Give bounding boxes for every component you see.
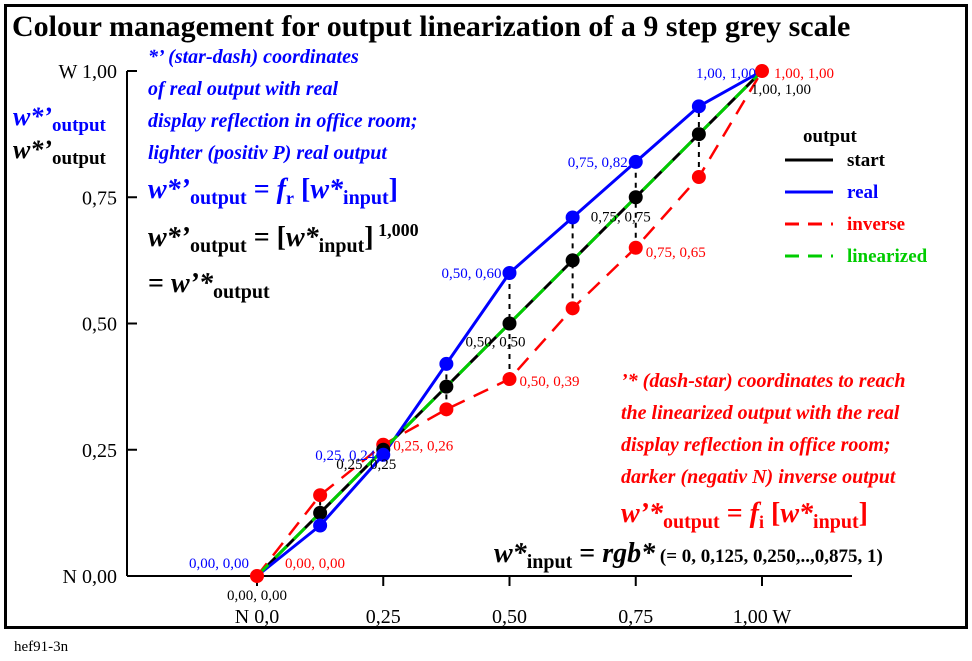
data-point-real: [313, 518, 328, 533]
input-formula: w*input = rgb* (= 0, 0,125, 0,250,..,0,8…: [494, 538, 883, 573]
black-formula-2: = w’*output: [148, 268, 270, 303]
x-tick-label: 1,00 W: [733, 606, 792, 628]
legend: output start real inverse linearized: [785, 126, 928, 267]
point-label-real: 1,00, 1,00: [696, 66, 756, 82]
blue-note-line: lighter (positiv P) real output: [148, 142, 388, 164]
data-point-inverse: [628, 240, 643, 255]
chart-frame: [4, 4, 968, 629]
data-point-inverse: [439, 402, 454, 417]
data-point-start: [502, 316, 517, 331]
y-tick-label: N 0,00: [63, 566, 117, 588]
point-label-real: 0,25, 0,24: [315, 448, 376, 464]
point-label-start: 0,00, 0,00: [227, 588, 287, 604]
y-tick-label: 0,75: [82, 187, 117, 209]
data-point-real: [502, 266, 517, 280]
legend-label-real: real: [847, 182, 878, 203]
tick-labels: N 0,00 N 0,0 0,25 0,25 0,50 0,50 0,75 0,75 W 1,0…: [58, 61, 791, 628]
blue-note-line: display reflection in office room;: [148, 110, 418, 132]
point-label-start: 0,50, 0,50: [466, 335, 526, 351]
y-axis-label-black: w*’output: [13, 135, 107, 169]
red-note-line: display reflection in office room;: [621, 434, 891, 456]
data-point-inverse: [691, 170, 706, 185]
data-point-start: [628, 190, 643, 205]
point-label-start: 0,25, 0,25: [336, 457, 396, 473]
black-formula: w*’output = [w*input] 1,000: [148, 220, 419, 257]
y-axis-label-blue: w*’output: [13, 102, 107, 136]
data-point-inverse: [313, 488, 328, 503]
point-label-real: 0,50, 0,60: [442, 266, 502, 282]
point-label-inverse: 0,25, 0,26: [393, 439, 454, 455]
red-note-line: darker (negativ N) inverse output: [621, 466, 897, 488]
data-point-real: [691, 99, 706, 114]
x-tick-label: N 0,0: [235, 606, 279, 628]
point-label-real: 0,00, 0,00: [189, 556, 249, 572]
red-note: ’* (dash-star) coordinates to reach the …: [621, 370, 905, 488]
point-label-inverse: 0,00, 0,00: [285, 556, 345, 572]
data-point-start: [313, 505, 328, 520]
data-point-inverse: [502, 372, 517, 387]
data-point-inverse: [565, 301, 580, 316]
data-point-start: [565, 253, 580, 268]
y-tick-label: 0,25: [82, 440, 117, 462]
x-tick-label: 0,75: [618, 606, 653, 628]
point-label-start: 1,00, 1,00: [751, 82, 811, 98]
data-point-start: [691, 127, 706, 142]
point-label-inverse: 1,00, 1,00: [774, 66, 834, 82]
footer-id: hef91-3n: [14, 639, 69, 655]
data-point-real: [565, 210, 580, 225]
y-tick-label: 0,50: [82, 314, 117, 336]
legend-label-inverse: inverse: [847, 214, 905, 235]
data-point-origin: [250, 569, 264, 583]
point-label-inverse: 0,75, 0,65: [646, 245, 706, 261]
blue-note: *’ (star-dash) coordinates of real outpu…: [148, 46, 418, 164]
series-line-linearized: [255, 69, 764, 578]
legend-title: output: [803, 126, 858, 147]
point-label-inverse: 0,50, 0,39: [520, 374, 580, 390]
legend-label-linearized: linearized: [847, 246, 928, 267]
data-points: [250, 64, 769, 583]
blue-note-line: of real output with real: [148, 78, 338, 100]
point-label-start: 0,75, 0,75: [591, 209, 651, 225]
blue-note-line: *’ (star-dash) coordinates: [148, 46, 359, 68]
red-note-line: ’* (dash-star) coordinates to reach: [621, 370, 905, 392]
y-tick-label: W 1,00: [58, 61, 117, 83]
red-formula: w’*output = fi [w*input]: [621, 498, 868, 533]
data-point-real: [439, 356, 454, 371]
point-labels: 0,00, 0,00 0,25, 0,24 0,50, 0,60 0,75, 0,82…: [189, 66, 834, 604]
data-point-real: [628, 154, 643, 169]
x-tick-label: 0,25: [366, 606, 401, 628]
axes: [126, 70, 852, 586]
blue-formula: w*’output = fr [w*input]: [148, 174, 398, 209]
legend-label-start: start: [847, 150, 886, 171]
point-label-real: 0,75, 0,82: [568, 155, 628, 171]
x-tick-label: 0,50: [492, 606, 527, 628]
red-note-line: the linearized output with the real: [621, 402, 900, 424]
data-point-real: [376, 447, 391, 462]
data-point-start: [439, 379, 454, 394]
chart-title: Colour management for output linearizati…: [12, 10, 850, 43]
data-point-end: [755, 64, 769, 78]
